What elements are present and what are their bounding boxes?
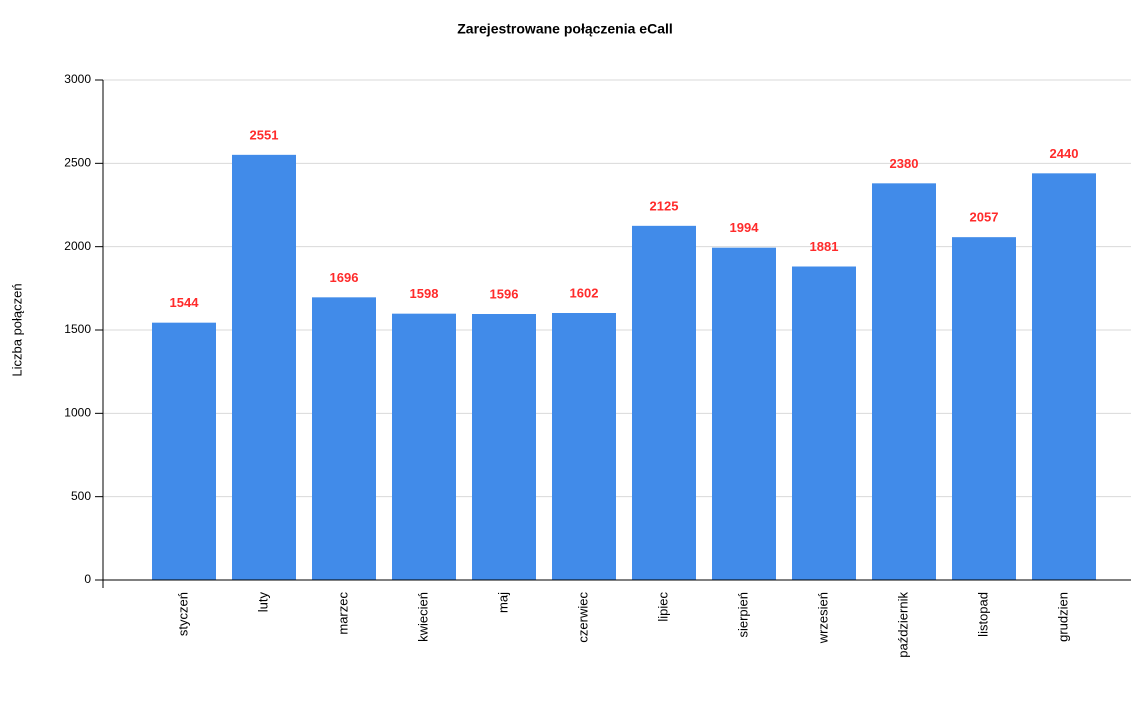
bar <box>872 183 936 581</box>
x-tick-label: marzec <box>335 592 350 635</box>
value-label: 1696 <box>330 270 359 285</box>
value-label: 2057 <box>970 210 999 225</box>
bar <box>232 154 296 581</box>
bar <box>392 313 456 580</box>
value-label: 1544 <box>170 295 200 310</box>
x-tick-label: sierpień <box>735 592 750 638</box>
y-axis-label: Liczba połączeń <box>9 283 24 376</box>
value-label: 1881 <box>810 239 839 254</box>
x-tick-label: kwiecień <box>415 592 430 642</box>
bar <box>712 247 776 580</box>
bar <box>1032 173 1096 581</box>
bar <box>952 237 1016 580</box>
y-tick-label: 500 <box>71 489 91 503</box>
value-label: 1598 <box>410 286 439 301</box>
y-tick-label: 1500 <box>64 322 91 336</box>
value-label: 1596 <box>490 286 519 301</box>
bar <box>312 297 376 580</box>
x-tick-label: maj <box>495 592 510 613</box>
y-tick-label: 2000 <box>64 239 91 253</box>
y-tick-label: 3000 <box>64 72 91 86</box>
x-tick-label: październik <box>895 592 910 658</box>
y-tick-label: 2500 <box>64 156 91 170</box>
x-tick-label: grudzien <box>1055 592 1070 642</box>
bar <box>152 322 216 580</box>
value-label: 2380 <box>890 156 919 171</box>
value-label: 2125 <box>650 198 679 213</box>
value-label: 2551 <box>250 127 279 142</box>
x-tick-label: luty <box>255 592 270 613</box>
x-tick-label: listopad <box>975 592 990 637</box>
bar <box>632 225 696 581</box>
value-label: 1602 <box>570 285 599 300</box>
bar <box>792 266 856 580</box>
value-label: 2440 <box>1050 146 1079 161</box>
chart-title: Zarejestrowane połączenia eCall <box>457 21 673 37</box>
x-tick-label: styczeń <box>175 592 190 636</box>
x-tick-label: wrzesień <box>815 592 830 644</box>
x-tick-label: lipiec <box>655 592 670 622</box>
value-label: 1994 <box>730 220 760 235</box>
y-tick-label: 0 <box>84 572 91 586</box>
x-tick-label: czerwiec <box>575 592 590 643</box>
y-tick-label: 1000 <box>64 406 91 420</box>
bar <box>552 313 616 580</box>
bar <box>472 314 536 580</box>
